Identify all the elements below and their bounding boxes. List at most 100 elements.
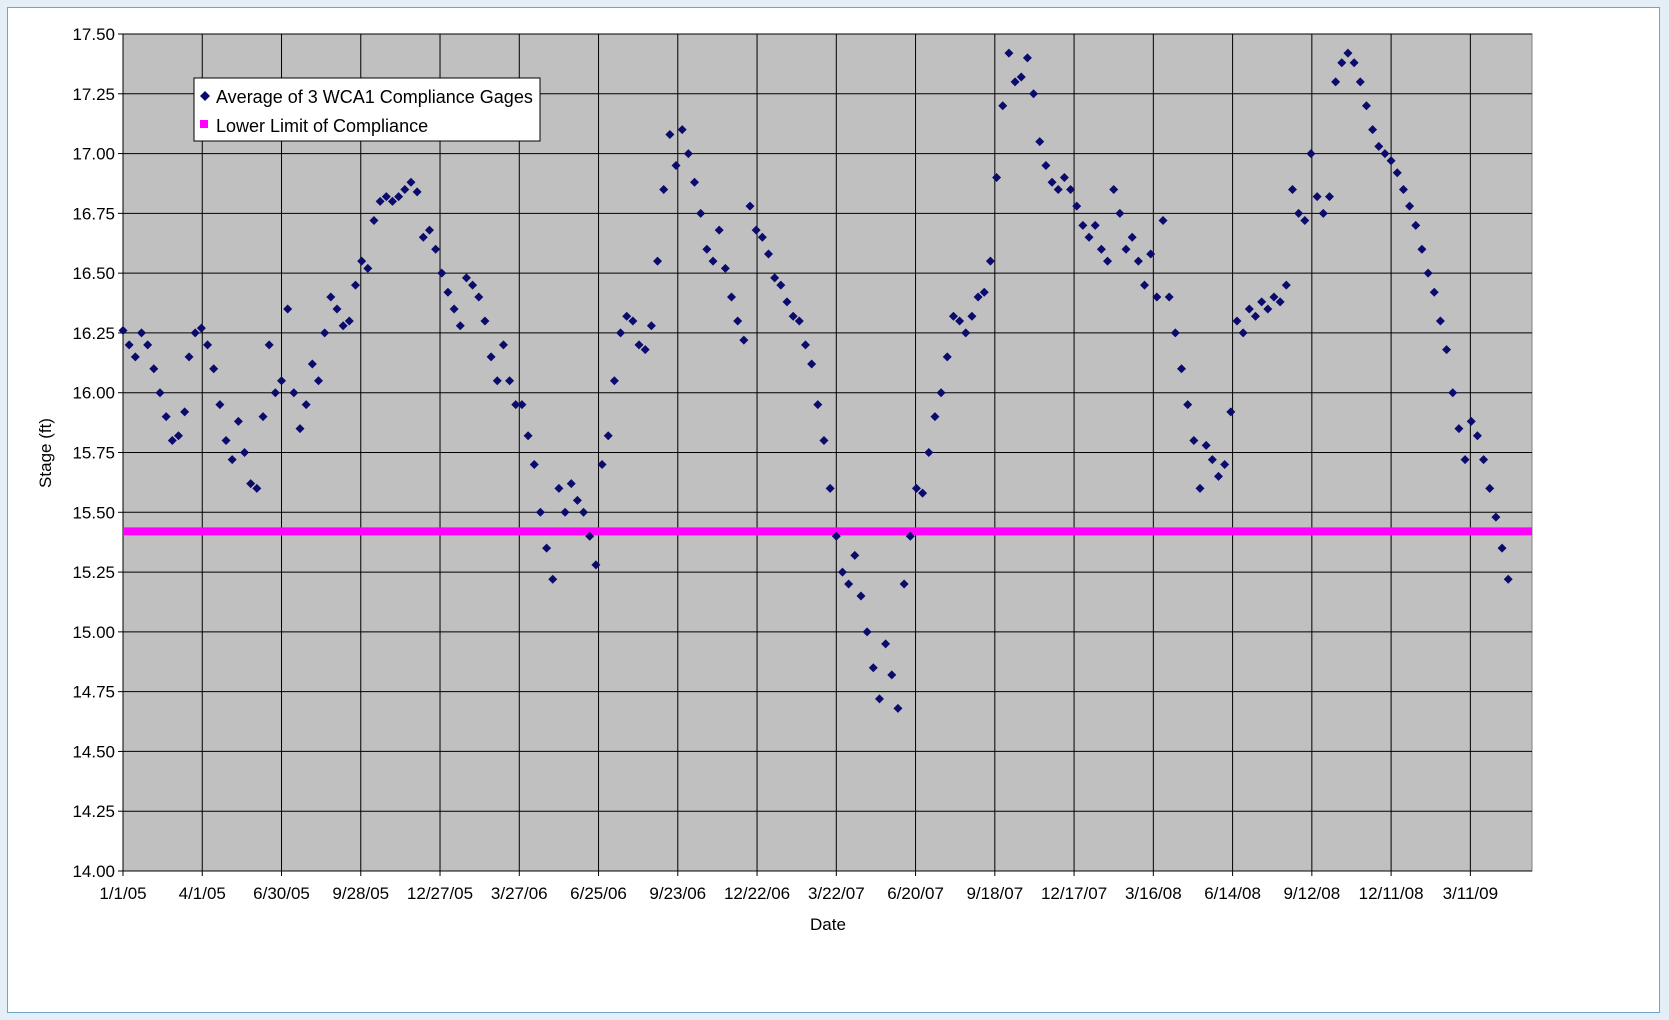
data-point xyxy=(942,352,952,362)
data-point xyxy=(831,531,841,541)
data-point xyxy=(751,225,761,235)
data-point xyxy=(136,328,146,338)
data-point xyxy=(313,376,323,386)
data-point xyxy=(1164,292,1174,302)
data-point xyxy=(1047,177,1057,187)
data-point xyxy=(412,187,422,197)
y-axis-title: Stage (ft) xyxy=(36,418,55,488)
data-point xyxy=(807,359,817,369)
data-point xyxy=(233,416,243,426)
data-point xyxy=(739,335,749,345)
data-point xyxy=(344,316,354,326)
data-point xyxy=(1491,512,1501,522)
data-point xyxy=(757,232,767,242)
data-point xyxy=(733,316,743,326)
data-point xyxy=(653,256,663,266)
data-point xyxy=(264,340,274,350)
data-point xyxy=(1250,311,1260,321)
data-point xyxy=(363,263,373,273)
data-point xyxy=(1405,201,1415,211)
data-point xyxy=(1281,280,1291,290)
data-point xyxy=(1115,208,1125,218)
data-point xyxy=(375,196,385,206)
data-point xyxy=(1189,436,1199,446)
data-point xyxy=(800,340,810,350)
data-point xyxy=(1220,459,1230,469)
data-point xyxy=(277,376,287,386)
data-point xyxy=(585,531,595,541)
data-point xyxy=(597,459,607,469)
data-point xyxy=(837,567,847,577)
data-point xyxy=(307,359,317,369)
data-point xyxy=(887,670,897,680)
data-point xyxy=(252,483,262,493)
data-point xyxy=(523,431,533,441)
data-point xyxy=(240,448,250,457)
data-point xyxy=(998,101,1008,111)
data-point xyxy=(1380,149,1390,159)
data-point xyxy=(1072,201,1082,211)
data-point xyxy=(431,244,441,254)
y-tick-label: 16.25 xyxy=(72,324,115,343)
data-point xyxy=(1059,172,1069,182)
data-point xyxy=(1022,53,1032,63)
data-point xyxy=(1090,220,1100,230)
data-point xyxy=(646,321,656,331)
data-point xyxy=(856,591,866,601)
data-point xyxy=(1146,249,1156,259)
data-point xyxy=(566,479,576,489)
data-point xyxy=(1244,304,1254,314)
data-point xyxy=(196,323,206,333)
data-point xyxy=(609,376,619,386)
data-point xyxy=(603,431,613,441)
data-point xyxy=(1275,297,1285,307)
data-point xyxy=(548,574,558,584)
x-tick-label: 6/20/07 xyxy=(887,884,944,903)
data-point xyxy=(850,550,860,560)
data-point xyxy=(1183,400,1193,410)
data-point xyxy=(1460,455,1470,465)
data-point xyxy=(173,431,183,441)
x-tick-label: 4/1/05 xyxy=(179,884,226,903)
data-point xyxy=(1257,297,1267,307)
data-point xyxy=(1238,328,1248,338)
data-point xyxy=(1472,431,1482,441)
data-point xyxy=(591,560,601,570)
data-point xyxy=(825,483,835,493)
data-point xyxy=(1300,216,1310,226)
data-point xyxy=(320,328,330,338)
data-point xyxy=(714,225,724,235)
x-tick-label: 9/28/05 xyxy=(332,884,389,903)
x-tick-label: 3/16/08 xyxy=(1125,884,1182,903)
data-point xyxy=(474,292,484,302)
data-point xyxy=(283,304,293,314)
data-point xyxy=(690,177,700,187)
data-point xyxy=(350,280,360,290)
data-point xyxy=(326,292,336,302)
data-point xyxy=(727,292,737,302)
y-tick-labels: 14.00 14.25 14.50 14.75 15.00 15.25 15.50 15.75… xyxy=(72,25,115,881)
data-point xyxy=(400,184,410,194)
data-point xyxy=(535,507,545,517)
data-point xyxy=(505,376,515,386)
legend-box xyxy=(193,77,541,142)
data-point xyxy=(677,125,687,135)
data-point xyxy=(868,663,878,673)
data-point xyxy=(572,495,582,505)
data-point xyxy=(332,304,342,314)
data-point xyxy=(143,340,153,350)
legend: Average of 3 WCA1 Compliance Gages Lower… xyxy=(193,77,541,142)
data-point xyxy=(149,364,159,374)
legend-diamond-icon xyxy=(200,91,210,101)
data-point xyxy=(246,479,256,489)
data-point xyxy=(1066,184,1076,194)
data-point xyxy=(1158,216,1168,226)
data-point xyxy=(1029,89,1039,99)
data-point xyxy=(1121,244,1131,254)
data-point xyxy=(1417,244,1427,254)
data-point xyxy=(486,352,496,362)
data-point xyxy=(1337,58,1347,68)
data-point xyxy=(184,352,194,362)
data-point xyxy=(1306,149,1316,159)
data-point xyxy=(455,321,465,331)
